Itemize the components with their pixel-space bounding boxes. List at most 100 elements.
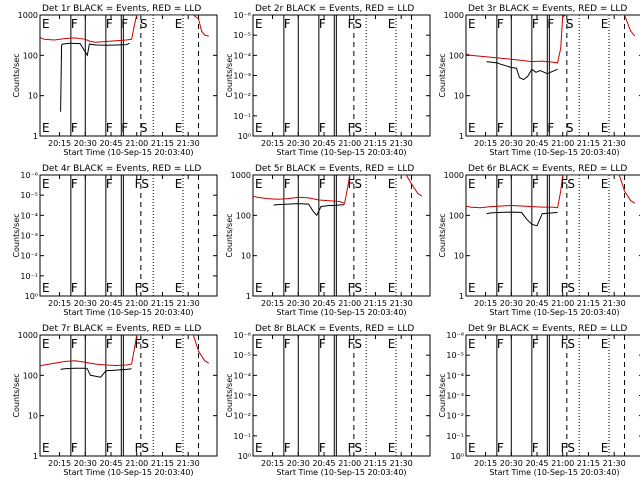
event-marker-label: F [106,337,113,351]
y-tick-label: 10⁻⁶ [20,171,38,180]
detector-panel: Det 4r BLACK = Events, RED = LLD 10⁻⁶ 10⁻⁵… [12,164,218,317]
x-tick-label: 21:30 [177,139,200,148]
x-axis-label: Start Time (10-Sep-15 20:03:40) [489,308,619,317]
event-marker-label: F [71,17,78,31]
x-tick-label: 21:15 [577,459,600,468]
event-marker-label: F [532,177,539,191]
event-marker-label: E [255,17,263,31]
event-marker-label: F [319,337,326,351]
y-axis-label: Counts/sec [225,213,234,257]
event-marker-label: E [255,337,263,351]
plot-frame [252,334,431,457]
event-marker-label: F [497,17,504,31]
x-tick-label: 20:15 [261,139,284,148]
y-tick-label: 10⁻⁶ [233,331,251,340]
plot-title: Det 2r BLACK = Events, RED = LLD [255,4,414,14]
event-marker-label: F [284,17,291,31]
x-tick-label: 21:00 [125,299,148,308]
x-tick-label: 20:30 [74,459,97,468]
x-axis-label: Start Time (10-Sep-15 20:03:40) [489,148,619,157]
y-tick-label: 10 [28,412,38,421]
y-axis-label: Counts/sec [12,53,21,97]
detector-panel: Det 8r BLACK = Events, RED = LLD 10⁻⁶ 10⁻⁵… [225,324,431,477]
x-tick-label: 21:15 [151,299,174,308]
x-tick-label: 21:15 [577,139,600,148]
event-marker-label: F [121,17,128,31]
x-tick-label: 20:30 [500,299,523,308]
event-marker-label: F [497,121,504,135]
x-tick-label: 21:00 [338,139,361,148]
event-marker-label: E [175,441,183,455]
detector-panel: Det 1r BLACK = Events, RED = LLD 1000 100 1… [12,4,218,157]
y-tick-label: 10⁻⁴ [233,371,251,380]
plot-title: Det 7r BLACK = Events, RED = LLD [42,324,201,334]
x-tick-label: 21:30 [390,299,413,308]
event-marker-label: F [284,337,291,351]
y-tick-label: 10⁻⁵ [233,351,251,360]
detector-panel: Det 3r BLACK = Events, RED = LLD 1000 100 1… [438,4,640,157]
x-tick-label: 20:15 [261,299,284,308]
y-tick-label: 10 [454,92,464,101]
y-tick-label: 10⁻³ [233,392,251,401]
y-tick-label: 10⁻³ [446,392,464,401]
event-marker-label: F [319,441,326,455]
event-marker-label: F [497,281,504,295]
event-marker-label: FS [135,281,149,295]
event-marker-label: E [42,281,50,295]
event-marker-label: FS [348,17,362,31]
event-marker-label: F [532,337,539,351]
y-tick-label: 10⁻¹ [233,112,251,121]
x-tick-label: 21:15 [151,139,174,148]
event-marker-label: S [566,121,574,135]
event-marker-label: E [388,337,396,351]
x-tick-label: 21:00 [338,459,361,468]
event-marker-label: F [71,177,78,191]
x-axis-label: Start Time (10-Sep-15 20:03:40) [276,308,406,317]
y-tick-label: 10⁻⁵ [233,31,251,40]
y-tick-label: 1 [246,292,251,301]
event-marker-label: E [468,121,476,135]
y-tick-label: 100 [449,211,464,220]
x-tick-label: 20:15 [474,139,497,148]
y-tick-label: 1000 [231,171,251,180]
x-tick-label: 20:15 [261,459,284,468]
event-marker-label: FS [348,281,362,295]
event-marker-label: F [284,177,291,191]
event-marker-label: F [497,337,504,351]
event-marker-label: F [71,121,78,135]
y-tick-label: 1 [33,132,38,141]
event-marker-label: E [175,337,183,351]
x-tick-label: 20:45 [525,299,548,308]
plot-frame [252,14,431,137]
x-axis-label: Start Time (10-Sep-15 20:03:40) [63,308,193,317]
event-marker-label: E [388,17,396,31]
detector-panel: Det 9r BLACK = Events, RED = LLD 10⁻⁶ 10⁻⁵… [438,324,640,477]
events-series-line [60,367,132,378]
x-axis-label: Start Time (10-Sep-15 20:03:40) [63,148,193,157]
x-tick-label: 20:45 [525,139,548,148]
y-tick-label: 10⁻⁵ [446,351,464,360]
event-marker-label: E [255,441,263,455]
y-tick-label: 10⁻¹ [20,272,38,281]
x-tick-label: 20:45 [99,139,122,148]
x-tick-label: 20:15 [48,299,71,308]
y-axis-label: Counts/sec [438,373,447,417]
x-tick-label: 20:30 [500,139,523,148]
plot-frame [465,14,640,137]
plot-frame [465,174,640,297]
event-marker-label: E [468,281,476,295]
y-tick-label: 10⁰ [25,292,38,301]
plot-title: Det 8r BLACK = Events, RED = LLD [255,324,414,334]
x-tick-label: 20:15 [48,139,71,148]
x-tick-label: 20:45 [99,299,122,308]
plot-frame [39,14,218,137]
y-tick-label: 100 [236,211,251,220]
event-marker-label: E [468,337,476,351]
event-marker-label: FS [135,441,149,455]
events-series-line [486,211,558,227]
events-series-line [273,203,345,217]
y-tick-label: 10⁻⁶ [233,11,251,20]
event-marker-label: FS [348,177,362,191]
x-tick-label: 21:00 [551,459,574,468]
event-marker-label: E [42,337,50,351]
